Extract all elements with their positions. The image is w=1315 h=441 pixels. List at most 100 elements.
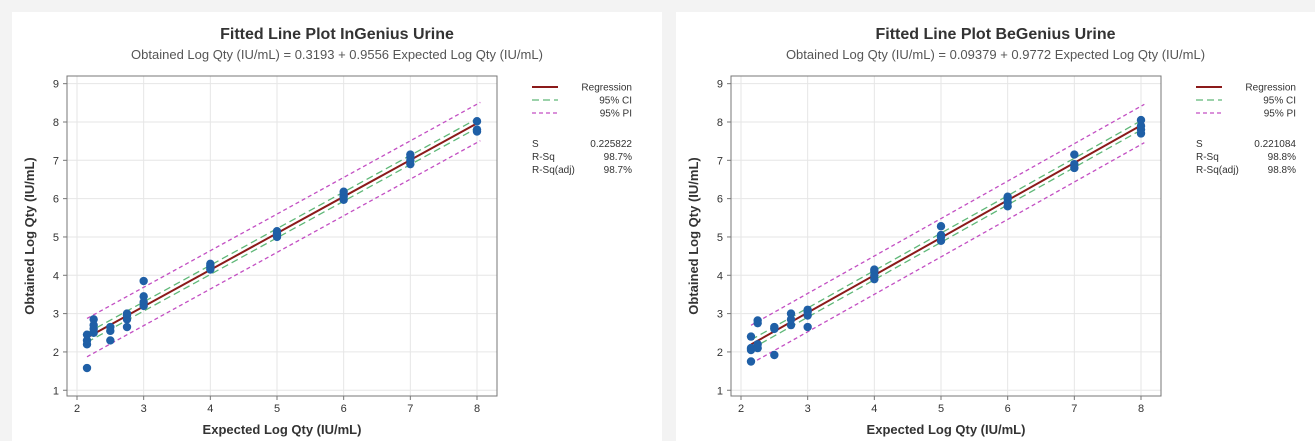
data-point xyxy=(1136,115,1146,125)
stat-value: 98.8% xyxy=(1268,165,1296,176)
data-point xyxy=(786,309,796,318)
chart-title: Fitted Line Plot InGenius Urine xyxy=(220,26,454,43)
data-point xyxy=(803,305,812,314)
y-tick-label: 5 xyxy=(53,232,59,244)
x-tick-label: 4 xyxy=(871,403,877,415)
data-point xyxy=(803,322,812,332)
x-tick-label: 5 xyxy=(938,403,944,415)
plot-frame xyxy=(66,75,498,397)
x-tick-label: 4 xyxy=(207,403,213,415)
pi-upper-line xyxy=(86,101,481,320)
chart-subtitle: Obtained Log Qty (IU/mL) = 0.3193 + 0.95… xyxy=(131,47,543,62)
data-point xyxy=(472,125,482,134)
stat-value: 0.221084 xyxy=(1254,139,1296,150)
data-point xyxy=(753,316,762,325)
ci-upper-line xyxy=(86,116,481,334)
chart-subtitle: Obtained Log Qty (IU/mL) = 0.09379 + 0.9… xyxy=(785,47,1206,62)
x-tick-label: 7 xyxy=(407,403,413,415)
data-point xyxy=(770,322,779,332)
pi-lower-line xyxy=(750,142,1145,365)
x-tick-label: 7 xyxy=(1071,403,1077,415)
data-point xyxy=(746,343,756,353)
y-axis-title: Obtained Log Qty (IU/mL) xyxy=(22,157,37,314)
y-tick-label: 8 xyxy=(717,117,723,129)
stat-value: 98.7% xyxy=(604,152,632,163)
ci-lower-line xyxy=(750,127,1145,350)
data-point xyxy=(786,315,796,324)
stat-label: S xyxy=(1196,139,1203,150)
stat-value: 0.225822 xyxy=(590,139,632,150)
data-point xyxy=(106,336,115,345)
stat-value: 98.7% xyxy=(604,165,632,176)
data-point xyxy=(786,320,796,330)
x-tick-label: 2 xyxy=(738,403,744,415)
y-tick-label: 8 xyxy=(53,117,59,129)
legend-regression-label: Regression xyxy=(581,83,632,94)
data-point xyxy=(82,363,92,373)
stat-label: R-Sq(adj) xyxy=(1196,165,1239,176)
data-point xyxy=(339,187,348,196)
data-point xyxy=(206,259,215,268)
legend-pi-label: 95% PI xyxy=(600,109,632,120)
x-tick-label: 8 xyxy=(474,403,480,415)
data-point xyxy=(1070,150,1079,159)
x-tick-label: 6 xyxy=(341,403,347,415)
legend-regression-label: Regression xyxy=(1245,83,1296,94)
x-axis-title: Expected Log Qty (IU/mL) xyxy=(867,422,1026,437)
data-point xyxy=(870,265,879,274)
y-tick-label: 7 xyxy=(53,155,59,167)
y-tick-label: 3 xyxy=(53,309,59,321)
legend-ci-label: 95% CI xyxy=(599,96,632,107)
data-point xyxy=(1136,121,1146,131)
x-tick-label: 6 xyxy=(1005,403,1011,415)
data-point xyxy=(122,322,132,332)
y-tick-label: 7 xyxy=(717,155,723,167)
data-point xyxy=(139,292,148,301)
x-axis-title: Expected Log Qty (IU/mL) xyxy=(203,422,362,437)
y-tick-label: 1 xyxy=(53,385,59,397)
data-point xyxy=(82,336,92,345)
x-tick-label: 2 xyxy=(74,403,80,415)
chart-panel-begenius: Fitted Line Plot BeGenius Urine Obtained… xyxy=(676,12,1315,441)
legend-ci-label: 95% CI xyxy=(1263,96,1296,107)
pi-lower-line xyxy=(86,140,481,358)
y-tick-label: 6 xyxy=(717,194,723,206)
stat-label: S xyxy=(532,139,539,150)
data-point xyxy=(406,150,415,159)
data-point xyxy=(106,322,115,332)
stat-label: R-Sq xyxy=(532,152,555,163)
data-point xyxy=(770,350,779,360)
plot-frame xyxy=(730,75,1162,397)
y-tick-label: 4 xyxy=(717,270,723,282)
y-tick-label: 9 xyxy=(53,79,59,91)
chart-panel-ingenius: Fitted Line Plot InGenius Urine Obtained… xyxy=(12,12,662,441)
data-point xyxy=(89,320,98,330)
chart-title: Fitted Line Plot BeGenius Urine xyxy=(875,26,1116,43)
x-tick-label: 3 xyxy=(141,403,147,415)
y-tick-label: 1 xyxy=(717,385,723,397)
data-point xyxy=(1070,159,1079,169)
data-point xyxy=(82,330,92,339)
data-point xyxy=(89,315,98,324)
legend-pi-label: 95% PI xyxy=(1264,109,1296,120)
data-point xyxy=(746,332,756,341)
x-tick-label: 3 xyxy=(805,403,811,415)
data-point xyxy=(936,230,946,240)
ci-lower-line xyxy=(86,125,481,343)
data-point xyxy=(122,309,132,318)
y-tick-label: 3 xyxy=(717,309,723,321)
ci-upper-line xyxy=(750,118,1145,341)
y-tick-label: 5 xyxy=(717,232,723,244)
data-point xyxy=(272,227,282,236)
x-tick-label: 8 xyxy=(1138,403,1144,415)
stat-label: R-Sq(adj) xyxy=(532,165,575,176)
fitted-line-plot-begenius: 2 3 4 5 6 7 8 1 2 3 4 5 6 7 8 9 Expected Log Qty (IU/mL)… xyxy=(686,75,1296,437)
y-tick-label: 4 xyxy=(53,270,59,282)
data-point xyxy=(753,340,762,349)
x-tick-label: 5 xyxy=(274,403,280,415)
stat-value: 98.8% xyxy=(1268,152,1296,163)
y-tick-label: 6 xyxy=(53,194,59,206)
data-point xyxy=(936,222,946,231)
data-point xyxy=(139,297,148,307)
regression-line xyxy=(750,122,1145,346)
